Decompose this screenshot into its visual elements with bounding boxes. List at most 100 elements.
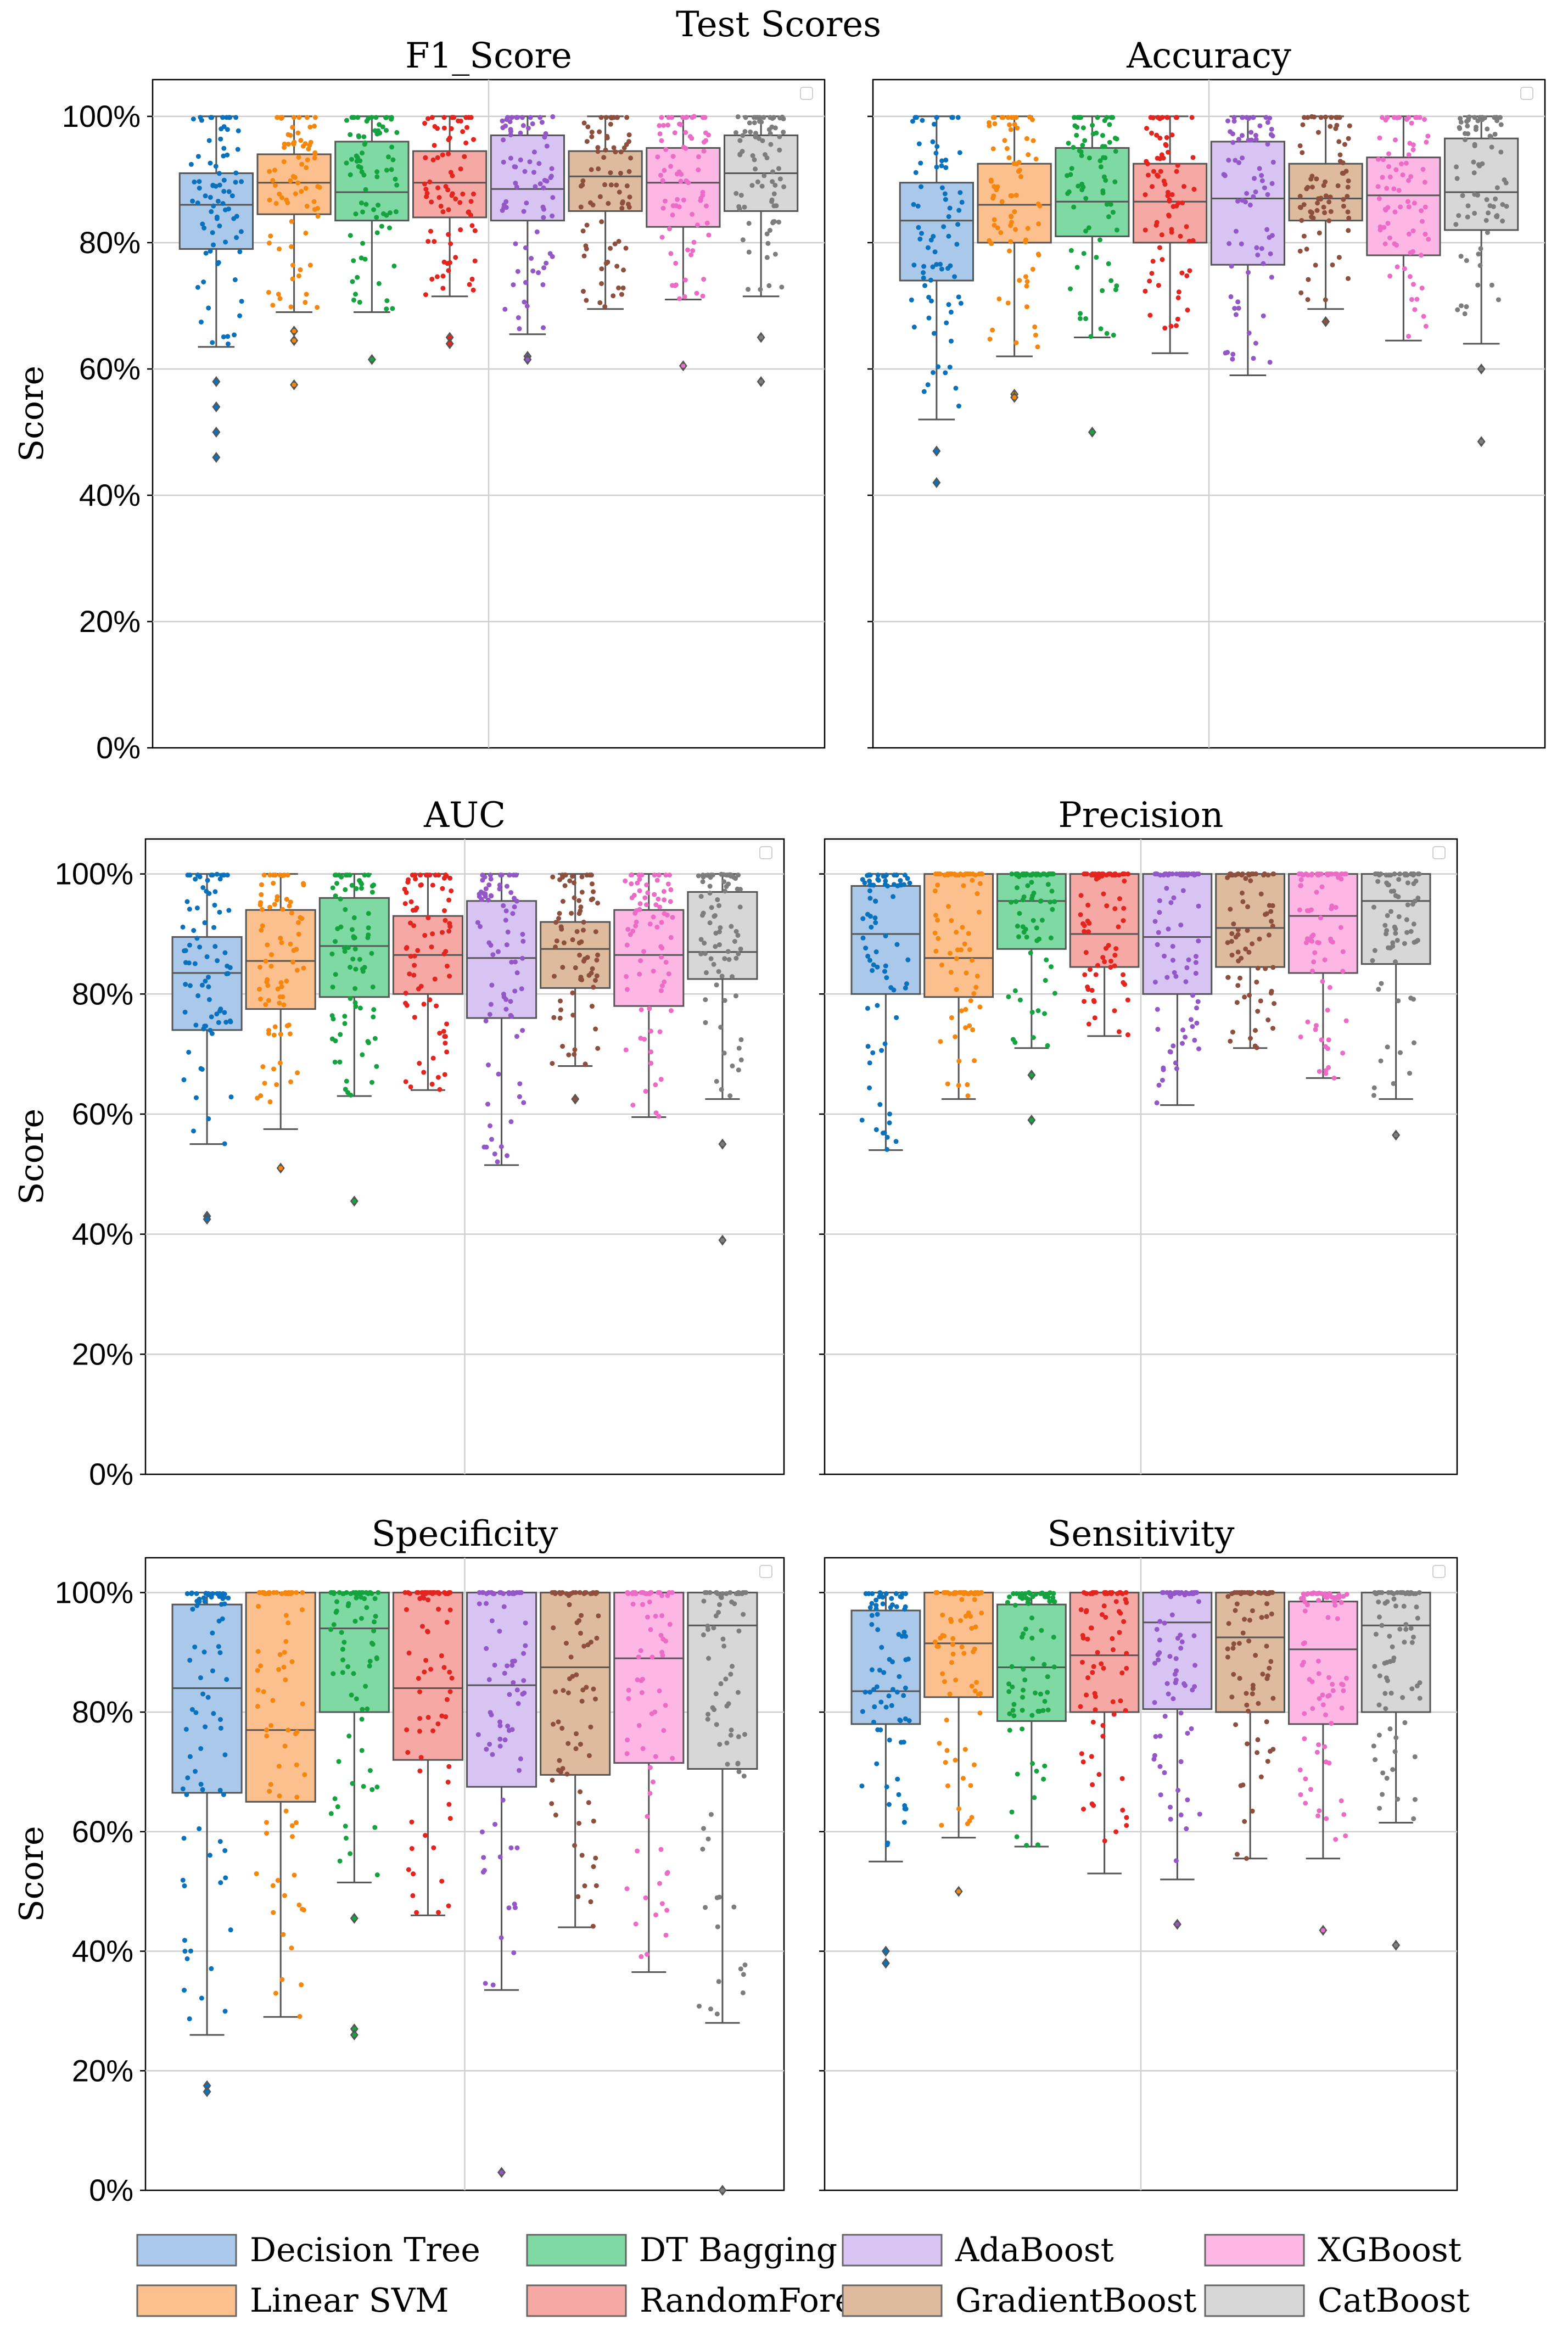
specificity-decision-tree-point xyxy=(182,1949,188,1954)
f1-score-xgboost-point xyxy=(662,198,668,204)
auc-xgboost-point xyxy=(668,935,674,940)
specificity-xgboost-point xyxy=(653,1754,658,1759)
f1-score-randomforest-point xyxy=(447,135,452,141)
precision-dt-bagging-point xyxy=(1024,935,1029,940)
auc-xgboost-point xyxy=(654,924,660,930)
auc-catboost-points xyxy=(696,871,744,1099)
sensitivity-dt-bagging-point xyxy=(1026,1597,1032,1602)
specificity-dt-bagging-iqr-rect xyxy=(318,1591,390,1713)
auc-catboost-point xyxy=(716,903,722,908)
auc-linear-svm-point xyxy=(267,904,273,910)
specificity-linear-svm-point xyxy=(283,1677,288,1682)
accuracy-randomforest-point xyxy=(1190,155,1196,160)
specificity-xgboost-point xyxy=(639,1954,644,1959)
precision-linear-svm-point xyxy=(954,930,959,935)
accuracy-linear-svm-point xyxy=(990,146,996,152)
specificity-randomforest-point xyxy=(422,1669,427,1675)
precision-randomforest-point xyxy=(1087,967,1093,972)
specificity-gradientboost-point xyxy=(551,1625,556,1631)
auc-catboost-point xyxy=(725,873,731,878)
auc-dt-bagging-point xyxy=(369,883,375,889)
auc-xgboost-box xyxy=(613,872,685,1119)
f1-score-decision-tree-point xyxy=(225,334,231,339)
precision-linear-svm-point xyxy=(967,1023,972,1028)
sensitivity-dt-bagging-point xyxy=(1026,1601,1031,1606)
specificity-dt-bagging-point xyxy=(332,1796,338,1802)
f1-score-dt-bagging-point xyxy=(355,115,361,120)
sensitivity-randomforest-point xyxy=(1121,1619,1127,1624)
auc-dt-bagging-point xyxy=(372,1036,378,1041)
f1-score-xgboost-point xyxy=(688,252,694,258)
f1-score-adaboost-point xyxy=(524,200,529,206)
accuracy-linear-svm-point xyxy=(1035,344,1040,350)
auc-linear-svm-point xyxy=(290,959,296,965)
sensitivity-xgboost-point xyxy=(1308,1787,1313,1792)
auc-decision-tree-point xyxy=(206,997,212,1002)
f1-score-adaboost-point xyxy=(534,229,540,234)
f1-score-dt-bagging-point xyxy=(376,281,382,286)
specificity-xgboost-point xyxy=(645,1614,651,1620)
specificity-randomforest-point xyxy=(443,1714,449,1720)
specificity-adaboost-point xyxy=(497,1719,502,1725)
f1-score-decision-tree-point xyxy=(191,116,196,122)
specificity-dt-bagging-outlier-point xyxy=(352,2027,357,2032)
specificity-decision-tree-point xyxy=(218,1725,223,1731)
accuracy-dt-bagging-point xyxy=(1110,210,1116,215)
accuracy-catboost-point xyxy=(1494,185,1500,191)
auc-gradientboost-point xyxy=(576,898,582,903)
f1-score-ytick-label-60: 60% xyxy=(79,351,141,386)
specificity-xgboost-point xyxy=(658,1632,664,1638)
specificity-gradientboost-point xyxy=(592,1696,598,1702)
precision-dt-bagging-point xyxy=(1014,885,1020,891)
f1-score-gradientboost-point xyxy=(606,200,611,206)
accuracy-dt-bagging-point xyxy=(1100,144,1106,149)
specificity-adaboost-point xyxy=(481,1855,486,1860)
specificity-catboost-point xyxy=(735,1690,741,1695)
sensitivity-randomforest-point xyxy=(1090,1670,1095,1675)
auc-dt-bagging-box xyxy=(318,873,390,1207)
f1-score-dt-bagging-point xyxy=(359,255,364,261)
sensitivity-randomforest-point xyxy=(1084,1692,1089,1698)
accuracy-adaboost-point xyxy=(1221,172,1227,177)
accuracy-adaboost-point xyxy=(1253,189,1258,195)
auc-linear-svm-point xyxy=(278,980,284,986)
legend-label-dt-bagging: DT Bagging xyxy=(640,2231,837,2269)
specificity-gradientboost-point xyxy=(549,1801,555,1807)
auc-xgboost-point xyxy=(668,887,674,892)
precision-catboost-point xyxy=(1403,873,1408,878)
auc-randomforest-point xyxy=(407,971,412,977)
specificity-randomforest-points xyxy=(402,1590,455,1915)
sensitivity-decision-tree-point xyxy=(869,1667,875,1673)
auc-adaboost-point xyxy=(503,908,509,914)
precision-gradientboost-point xyxy=(1250,941,1255,947)
auc-catboost-point xyxy=(733,993,738,999)
f1-score-randomforest-point xyxy=(458,166,463,172)
auc-decision-tree-point xyxy=(200,885,206,890)
auc-dt-bagging-point xyxy=(348,964,353,970)
accuracy-xgboost-point xyxy=(1381,225,1387,230)
sensitivity-catboost-point xyxy=(1409,1640,1415,1645)
sensitivity-xgboost-point xyxy=(1333,1837,1339,1842)
accuracy-linear-svm-point xyxy=(1033,332,1038,338)
auc-adaboost-point xyxy=(478,924,483,929)
sensitivity-decision-tree-point xyxy=(886,1802,892,1807)
f1-score-randomforest-point xyxy=(440,286,446,291)
auc-gradientboost-point xyxy=(589,1004,595,1009)
f1-score-randomforest-outlier-point xyxy=(447,335,452,340)
specificity-catboost-point xyxy=(708,2006,714,2012)
precision-linear-svm-point xyxy=(959,947,964,953)
specificity-catboost-point xyxy=(707,1590,713,1595)
f1-score-catboost-points xyxy=(733,114,787,292)
specificity-catboost-point xyxy=(720,1636,726,1642)
accuracy-dt-bagging-point xyxy=(1082,138,1088,143)
sensitivity-xgboost-point xyxy=(1302,1711,1307,1716)
accuracy-adaboost-point xyxy=(1239,133,1245,138)
precision-adaboost-point xyxy=(1184,965,1190,970)
specificity-gradientboost-point xyxy=(580,1687,586,1693)
sensitivity-adaboost-point xyxy=(1189,1726,1194,1731)
f1-score-dt-bagging-point xyxy=(385,154,391,160)
f1-score-decision-tree-point xyxy=(234,235,239,241)
sensitivity-gradientboost-point xyxy=(1233,1722,1239,1727)
sensitivity-catboost-point xyxy=(1379,1623,1385,1628)
sensitivity-catboost-point xyxy=(1412,1754,1418,1759)
